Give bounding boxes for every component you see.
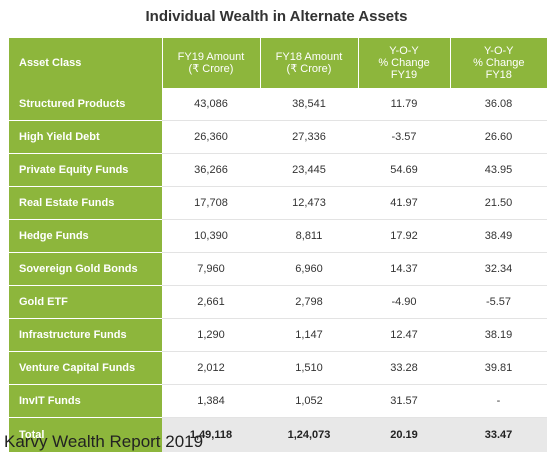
table-row: Structured Products 43,086 38,541 11.79 36.0… bbox=[9, 88, 547, 121]
wealth-table-container: Asset Class FY19 Amount (₹ Crore) FY18 Amou… bbox=[9, 38, 547, 452]
fy18-amount-cell: 1,147 bbox=[260, 318, 358, 352]
fy19-amount-cell: 43,086 bbox=[162, 88, 260, 121]
yoy-fy18-cell: -5.57 bbox=[450, 285, 547, 319]
asset-class-cell: High Yield Debt bbox=[9, 120, 162, 154]
fy18-amount-cell: 23,445 bbox=[260, 153, 358, 187]
column-header-line: Y-O-Y bbox=[389, 45, 419, 57]
table-row: Private Equity Funds 36,266 23,445 54.69 43.… bbox=[9, 153, 547, 187]
yoy-fy18-cell: 26.60 bbox=[450, 120, 547, 154]
fy19-amount-cell: 10,390 bbox=[162, 219, 260, 253]
column-header-2: FY18 Amount (₹ Crore) bbox=[259, 38, 358, 88]
wealth-table: Asset Class FY19 Amount (₹ Crore) FY18 Amou… bbox=[9, 38, 547, 452]
yoy-fy18-cell: 43.95 bbox=[450, 153, 547, 187]
asset-class-cell: Total bbox=[9, 417, 162, 452]
table-row: Sovereign Gold Bonds 7,960 6,960 14.37 32.34 bbox=[9, 252, 547, 286]
fy18-amount-cell: 8,811 bbox=[260, 219, 358, 253]
fy18-amount-cell: 12,473 bbox=[260, 186, 358, 220]
column-header-line: FY19 Amount bbox=[177, 51, 245, 63]
yoy-fy18-cell: 33.47 bbox=[450, 417, 547, 452]
asset-class-cell: Private Equity Funds bbox=[9, 153, 162, 187]
fy18-amount-cell: 1,510 bbox=[260, 351, 358, 385]
yoy-fy19-cell: 11.79 bbox=[358, 88, 450, 121]
asset-class-cell: Venture Capital Funds bbox=[9, 351, 162, 385]
column-header-line: FY18 Amount bbox=[275, 51, 343, 63]
fy19-amount-cell: 1,384 bbox=[162, 384, 260, 418]
column-header-1: FY19 Amount (₹ Crore) bbox=[161, 38, 260, 88]
table-row: Venture Capital Funds 2,012 1,510 33.28 39.8… bbox=[9, 351, 547, 385]
column-header-0: Asset Class bbox=[9, 38, 162, 88]
yoy-fy18-cell: 32.34 bbox=[450, 252, 547, 286]
asset-class-cell: InvIT Funds bbox=[9, 384, 162, 418]
asset-class-cell: Gold ETF bbox=[9, 285, 162, 319]
yoy-fy18-cell: 38.49 bbox=[450, 219, 547, 253]
fy19-amount-cell: 2,012 bbox=[162, 351, 260, 385]
yoy-fy19-cell: 12.47 bbox=[358, 318, 450, 352]
column-header-line: Asset Class bbox=[19, 57, 82, 69]
yoy-fy19-cell: 17.92 bbox=[358, 219, 450, 253]
yoy-fy19-cell: 41.97 bbox=[358, 186, 450, 220]
yoy-fy18-cell: 21.50 bbox=[450, 186, 547, 220]
total-row: Total 1,49,118 1,24,073 20.19 33.47 bbox=[9, 417, 547, 452]
fy18-amount-cell: 27,336 bbox=[260, 120, 358, 154]
fy19-amount-cell: 2,661 bbox=[162, 285, 260, 319]
yoy-fy19-cell: -3.57 bbox=[358, 120, 450, 154]
fy19-amount-cell: 26,360 bbox=[162, 120, 260, 154]
fy19-amount-cell: 7,960 bbox=[162, 252, 260, 286]
column-header-line: Y-O-Y bbox=[483, 45, 514, 57]
yoy-fy18-cell: 38.19 bbox=[450, 318, 547, 352]
yoy-fy18-cell: - bbox=[450, 384, 547, 418]
column-header-line: FY18 bbox=[485, 69, 512, 81]
fy19-amount-cell: 17,708 bbox=[162, 186, 260, 220]
table-row: High Yield Debt 26,360 27,336 -3.57 26.60 bbox=[9, 120, 547, 154]
column-header-3: Y-O-Y% Change FY19 bbox=[357, 38, 450, 88]
yoy-fy19-cell: 20.19 bbox=[358, 417, 450, 452]
column-header-line: % Change bbox=[378, 57, 430, 69]
column-header-line: (₹ Crore) bbox=[188, 63, 234, 75]
fy18-amount-cell: 2,798 bbox=[260, 285, 358, 319]
column-header-4: Y-O-Y% Change FY18 bbox=[449, 38, 547, 88]
column-header-line: % Change bbox=[473, 57, 525, 69]
yoy-fy19-cell: 14.37 bbox=[358, 252, 450, 286]
yoy-fy18-cell: 36.08 bbox=[450, 88, 547, 121]
header-row: Asset Class FY19 Amount (₹ Crore) FY18 Amou… bbox=[9, 38, 547, 88]
asset-class-cell: Real Estate Funds bbox=[9, 186, 162, 220]
yoy-fy19-cell: 31.57 bbox=[358, 384, 450, 418]
column-header-line: (₹ Crore) bbox=[286, 63, 332, 75]
yoy-fy19-cell: 54.69 bbox=[358, 153, 450, 187]
asset-class-cell: Structured Products bbox=[9, 88, 162, 121]
table-row: Infrastructure Funds 1,290 1,147 12.47 38.19 bbox=[9, 318, 547, 352]
table-row: Hedge Funds 10,390 8,811 17.92 38.49 bbox=[9, 219, 547, 253]
table-title: Individual Wealth in Alternate Assets bbox=[145, 8, 408, 25]
fy18-amount-cell: 1,052 bbox=[260, 384, 358, 418]
asset-class-cell: Sovereign Gold Bonds bbox=[9, 252, 162, 286]
column-header-line: FY19 bbox=[390, 69, 418, 81]
table-row: Real Estate Funds 17,708 12,473 41.97 21.50 bbox=[9, 186, 547, 220]
fy18-amount-cell: 1,24,073 bbox=[260, 417, 358, 452]
asset-class-cell: Infrastructure Funds bbox=[9, 318, 162, 352]
yoy-fy18-cell: 39.81 bbox=[450, 351, 547, 385]
yoy-fy19-cell: -4.90 bbox=[358, 285, 450, 319]
table-row: InvIT Funds 1,384 1,052 31.57- bbox=[9, 384, 547, 418]
yoy-fy19-cell: 33.28 bbox=[358, 351, 450, 385]
table-body: Structured Products 43,086 38,541 11.79 36.0… bbox=[9, 88, 547, 452]
source-caption: Karvy Wealth Report 2019 bbox=[4, 432, 204, 451]
asset-class-cell: Hedge Funds bbox=[9, 219, 162, 253]
fy19-amount-cell: 36,266 bbox=[162, 153, 260, 187]
fy19-amount-cell: 1,290 bbox=[162, 318, 260, 352]
fy18-amount-cell: 6,960 bbox=[260, 252, 358, 286]
fy19-amount-cell: 1,49,118 bbox=[162, 417, 260, 452]
fy18-amount-cell: 38,541 bbox=[260, 88, 358, 121]
table-row: Gold ETF 2,661 2,798 -4.90 -5.57 bbox=[9, 285, 547, 319]
